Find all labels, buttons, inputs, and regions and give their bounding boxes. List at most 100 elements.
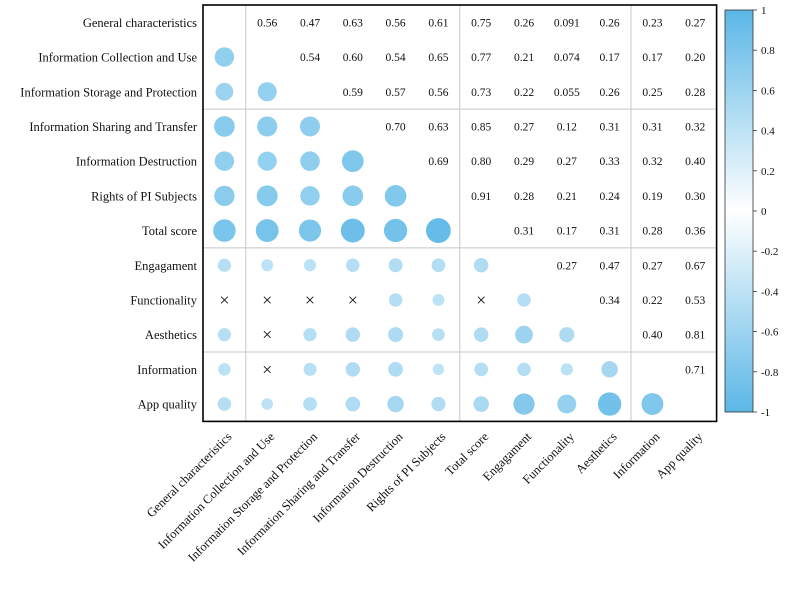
correlation-circle	[560, 363, 573, 376]
correlation-circle	[300, 186, 320, 206]
correlation-circle	[257, 82, 277, 102]
correlation-circle	[214, 151, 235, 171]
correlation-circle	[432, 328, 445, 342]
correlation-circle	[345, 362, 361, 377]
correlation-value-label: 0.34	[600, 295, 620, 307]
correlation-value-label: 0.31	[600, 121, 620, 133]
row-label: App quality	[138, 398, 198, 412]
non-significant-cross: ×	[348, 290, 358, 310]
correlation-value-label: 0.27	[685, 17, 705, 29]
colorbar-tick-label: -1	[761, 407, 770, 419]
correlation-circle	[388, 327, 404, 343]
correlation-value-label: 0.81	[685, 330, 705, 342]
correlation-circle	[214, 47, 235, 67]
row-label: Rights of PI Subjects	[91, 189, 197, 203]
column-label: App quality	[653, 429, 705, 481]
row-label: Information Sharing and Transfer	[29, 120, 198, 134]
correlation-value-label: 0.091	[554, 17, 580, 29]
correlation-value-label: 0.30	[685, 191, 705, 203]
correlation-circle	[217, 258, 232, 272]
colorbar-tick-label: -0.2	[761, 246, 778, 258]
colorbar-tick-label: 0.2	[761, 166, 775, 178]
correlation-value-label: 0.36	[685, 226, 705, 238]
correlation-value-label: 0.24	[600, 191, 620, 203]
non-significant-cross: ×	[262, 359, 272, 379]
correlation-circle	[341, 150, 364, 173]
correlation-value-label: 0.22	[642, 295, 662, 307]
grid-lines	[202, 4, 718, 423]
correlation-value-label: 0.91	[471, 191, 491, 203]
correlation-value-label: 0.25	[642, 87, 662, 99]
correlation-circle	[303, 259, 317, 272]
correlation-circle	[213, 219, 236, 242]
correlation-value-label: 0.21	[557, 191, 577, 203]
correlation-circle	[432, 293, 445, 306]
correlation-value-label: 0.28	[685, 87, 705, 99]
correlation-circle	[345, 396, 361, 412]
correlation-value-label: 0.56	[428, 87, 448, 99]
row-label: Engagament	[135, 259, 198, 273]
correlation-value-label: 0.59	[343, 87, 363, 99]
correlation-value-label: 0.26	[600, 17, 620, 29]
correlation-value-label: 0.31	[642, 121, 662, 133]
correlation-value-label: 0.31	[514, 226, 534, 238]
colorbar-gradient	[724, 9, 754, 413]
correlation-value-label: 0.32	[642, 156, 662, 168]
correlation-circle	[432, 363, 445, 376]
correlation-value-label: 0.26	[514, 17, 534, 29]
correlation-value-label: 0.17	[600, 52, 620, 64]
correlation-circle	[513, 393, 535, 415]
correlation-value-label: 0.75	[471, 17, 491, 29]
colorbar-tick-label: 1	[761, 5, 767, 17]
correlation-circle	[431, 258, 446, 273]
correlation-value-label: 0.22	[514, 87, 534, 99]
correlation-value-label: 0.77	[471, 52, 491, 64]
correlation-value-label: 0.56	[386, 17, 406, 29]
correlation-circle	[300, 116, 320, 137]
matrix-frame	[202, 4, 718, 423]
correlation-circle	[303, 362, 317, 376]
row-label: Information Collection and Use	[38, 51, 197, 65]
correlation-circle	[384, 185, 407, 207]
correlation-marks: 0.56 0.47 0.63 0.56 0.61 0.75 0.26 0.091 0.26 0.2…	[213, 17, 706, 416]
correlation-circle	[473, 327, 489, 342]
row-label: Information Storage and Protection	[20, 85, 197, 99]
correlation-value-label: 0.54	[386, 52, 406, 64]
row-label: General characteristics	[83, 16, 197, 30]
row-label: Information Destruction	[76, 155, 198, 169]
correlation-value-label: 0.21	[514, 52, 534, 64]
correlation-value-label: 0.69	[428, 156, 448, 168]
correlation-value-label: 0.60	[343, 52, 363, 64]
row-label: Total score	[142, 224, 197, 238]
colorbar-tick-label: 0	[761, 206, 767, 218]
correlation-circle	[345, 327, 361, 342]
correlation-circle	[261, 398, 274, 410]
correlation-circle	[303, 328, 317, 342]
correlation-circle	[388, 293, 403, 307]
correlation-value-label: 0.80	[471, 156, 491, 168]
correlation-circle	[601, 361, 618, 378]
correlation-value-label: 0.53	[685, 295, 705, 307]
correlation-circle	[256, 185, 278, 207]
correlation-circle	[217, 397, 232, 411]
correlation-value-label: 0.26	[600, 87, 620, 99]
correlation-value-label: 0.27	[514, 121, 534, 133]
correlation-circle	[425, 218, 451, 243]
correlation-value-label: 0.63	[428, 121, 448, 133]
correlation-value-label: 0.61	[428, 17, 448, 29]
non-significant-cross: ×	[476, 290, 486, 310]
correlation-circle	[261, 259, 274, 272]
colorbar-tick-label: -0.8	[761, 367, 779, 379]
correlation-value-label: 0.23	[642, 17, 662, 29]
correlation-circle	[559, 327, 575, 343]
correlation-circle	[388, 361, 403, 377]
colorbar-tick-label: 0.6	[761, 85, 775, 97]
correlation-value-label: 0.31	[600, 226, 620, 238]
correlation-circle	[257, 116, 278, 137]
correlation-value-label: 0.73	[471, 87, 491, 99]
correlation-value-label: 0.63	[343, 17, 363, 29]
correlation-circle	[641, 393, 664, 416]
correlation-circle	[255, 219, 279, 242]
correlation-circle	[515, 325, 533, 344]
